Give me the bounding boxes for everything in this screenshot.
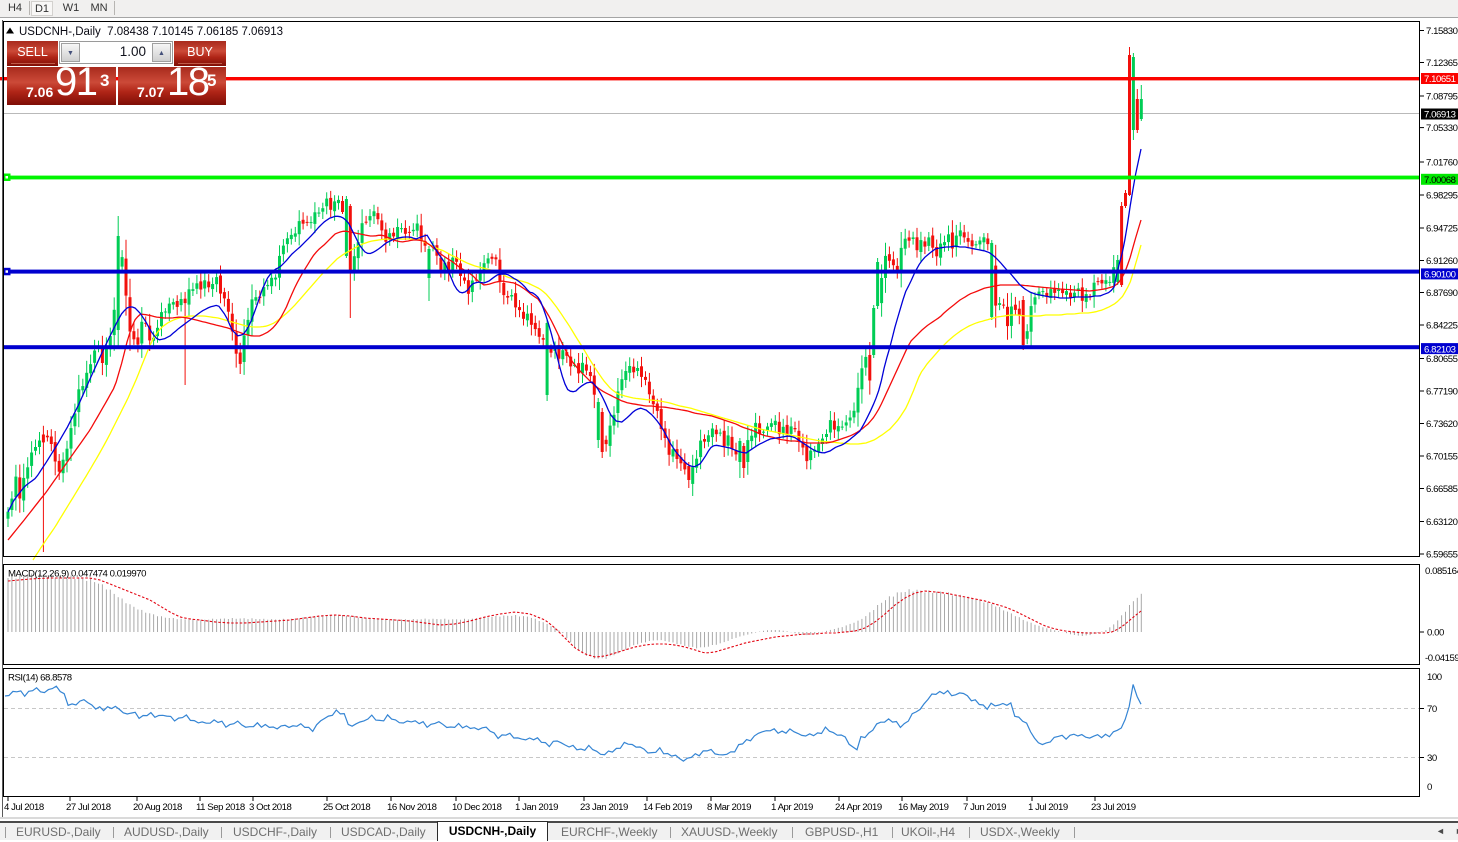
svg-text:6.59655: 6.59655 xyxy=(1426,550,1458,561)
svg-text:6.66585: 6.66585 xyxy=(1426,484,1458,495)
svg-text:7.10651: 7.10651 xyxy=(1424,74,1456,85)
svg-text:1 Jul 2019: 1 Jul 2019 xyxy=(1028,802,1068,813)
svg-text:16 Nov 2018: 16 Nov 2018 xyxy=(387,802,437,813)
svg-text:30: 30 xyxy=(1427,753,1437,764)
svg-text:7.12365: 7.12365 xyxy=(1426,58,1458,69)
svg-text:10 Dec 2018: 10 Dec 2018 xyxy=(452,802,502,813)
svg-text:25 Oct 2018: 25 Oct 2018 xyxy=(323,802,370,813)
svg-text:MACD(12,26,9) 0.047474 0.01997: MACD(12,26,9) 0.047474 0.019970 xyxy=(8,569,146,580)
svg-text:6.94725: 6.94725 xyxy=(1426,224,1458,235)
svg-text:70: 70 xyxy=(1427,704,1437,715)
svg-text:3 Oct 2018: 3 Oct 2018 xyxy=(249,802,292,813)
svg-text:23 Jan 2019: 23 Jan 2019 xyxy=(580,802,628,813)
svg-text:20 Aug 2018: 20 Aug 2018 xyxy=(133,802,182,813)
svg-text:6.73620: 6.73620 xyxy=(1426,419,1458,430)
svg-text:7.05330: 7.05330 xyxy=(1426,123,1458,134)
svg-text:11 Sep 2018: 11 Sep 2018 xyxy=(196,802,245,813)
svg-text:7 Jun 2019: 7 Jun 2019 xyxy=(963,802,1006,813)
svg-text:4 Jul 2018: 4 Jul 2018 xyxy=(4,802,44,813)
svg-text:RSI(14) 68.8578: RSI(14) 68.8578 xyxy=(8,673,72,684)
svg-text:-0.04159: -0.04159 xyxy=(1425,653,1458,664)
svg-text:USDCNH-,Daily 7.08438 7.10145: USDCNH-,Daily 7.08438 7.10145 7.06185 7.… xyxy=(19,26,283,38)
svg-text:7.08795: 7.08795 xyxy=(1426,92,1458,103)
svg-text:23 Jul 2019: 23 Jul 2019 xyxy=(1091,802,1136,813)
svg-text:1 Jan 2019: 1 Jan 2019 xyxy=(515,802,558,813)
svg-text:6.90100: 6.90100 xyxy=(1424,270,1456,281)
svg-text:7.00068: 7.00068 xyxy=(1424,175,1456,186)
svg-text:16 May 2019: 16 May 2019 xyxy=(898,802,949,813)
svg-text:6.87690: 6.87690 xyxy=(1426,288,1458,299)
svg-text:27 Jul 2018: 27 Jul 2018 xyxy=(66,802,111,813)
svg-text:1 Apr 2019: 1 Apr 2019 xyxy=(771,802,813,813)
svg-text:8 Mar 2019: 8 Mar 2019 xyxy=(707,802,751,813)
svg-text:7.06913: 7.06913 xyxy=(1424,110,1456,121)
svg-text:0: 0 xyxy=(1427,782,1432,793)
svg-text:6.91260: 6.91260 xyxy=(1426,256,1458,267)
svg-text:6.84225: 6.84225 xyxy=(1426,321,1458,332)
svg-text:0.00: 0.00 xyxy=(1427,628,1444,639)
svg-text:24 Apr 2019: 24 Apr 2019 xyxy=(835,802,882,813)
svg-text:6.98295: 6.98295 xyxy=(1426,191,1458,202)
svg-text:7.15830: 7.15830 xyxy=(1426,26,1458,37)
svg-text:100: 100 xyxy=(1427,672,1442,683)
svg-text:14 Feb 2019: 14 Feb 2019 xyxy=(643,802,692,813)
svg-text:0.085164: 0.085164 xyxy=(1425,566,1458,577)
svg-text:6.70155: 6.70155 xyxy=(1426,452,1458,463)
svg-text:6.80655: 6.80655 xyxy=(1426,354,1458,365)
svg-text:6.82103: 6.82103 xyxy=(1424,344,1456,355)
svg-text:6.77190: 6.77190 xyxy=(1426,387,1458,398)
svg-text:7.01760: 7.01760 xyxy=(1426,158,1458,169)
svg-text:6.63120: 6.63120 xyxy=(1426,517,1458,528)
